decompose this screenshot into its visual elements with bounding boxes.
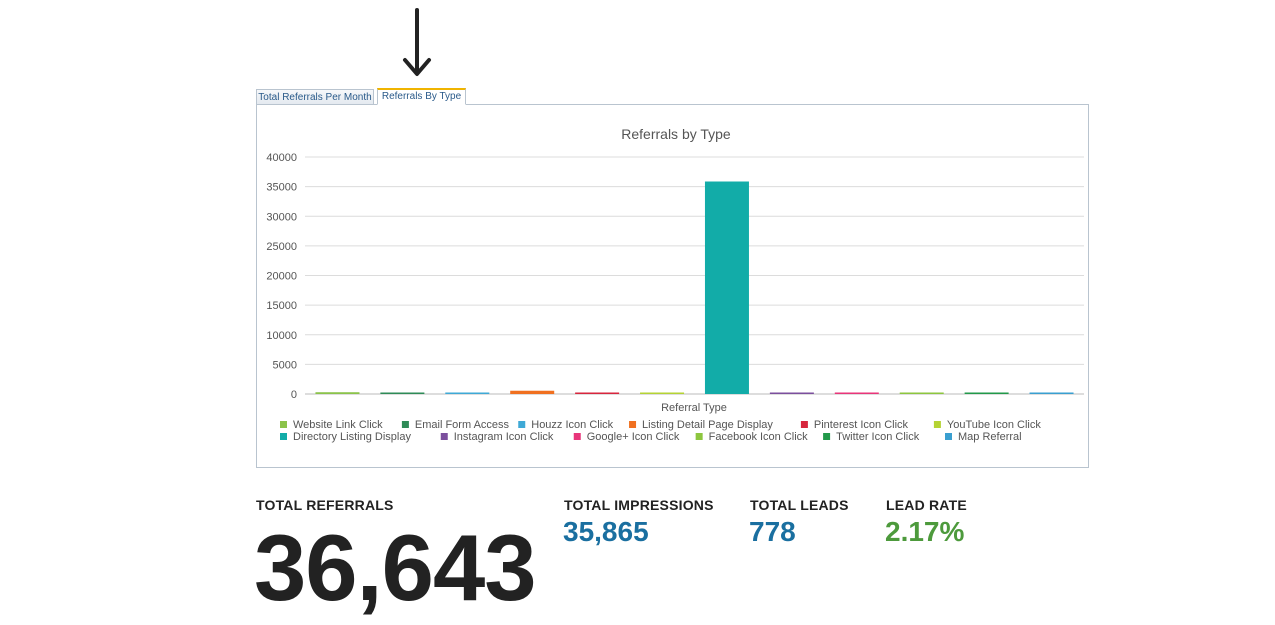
legend-label: Facebook Icon Click bbox=[709, 431, 809, 443]
lead-rate-value: 2.17% bbox=[885, 516, 965, 547]
y-tick-label: 30000 bbox=[266, 211, 297, 223]
total-leads-label: TOTAL LEADS bbox=[750, 497, 849, 513]
legend-swatch bbox=[518, 421, 526, 428]
bar bbox=[315, 392, 360, 394]
chart-panel: Referrals by Type 0 5000 10000 15000 20000 250… bbox=[256, 104, 1089, 468]
total-referrals-value: 36,643 bbox=[254, 515, 537, 620]
bar bbox=[704, 181, 749, 394]
bar bbox=[510, 390, 555, 394]
bar bbox=[380, 392, 425, 394]
y-tick-label: 35000 bbox=[266, 182, 297, 194]
bar bbox=[899, 392, 944, 394]
legend-label: Email Form Access bbox=[415, 419, 510, 431]
bar bbox=[964, 392, 1009, 394]
legend-label: Map Referral bbox=[958, 431, 1022, 443]
legend-label: Website Link Click bbox=[293, 419, 383, 431]
y-tick-label: 5000 bbox=[273, 359, 297, 371]
bar bbox=[445, 392, 490, 394]
total-leads-value: 778 bbox=[749, 516, 796, 547]
legend-swatch bbox=[823, 433, 831, 440]
y-tick-label: 20000 bbox=[266, 271, 297, 283]
legend-label: Listing Detail Page Display bbox=[642, 419, 773, 431]
legend-label: Instagram Icon Click bbox=[454, 431, 554, 443]
bar bbox=[769, 392, 814, 394]
legend-swatch bbox=[933, 421, 941, 428]
legend-swatch bbox=[401, 421, 409, 428]
y-tick-label: 40000 bbox=[266, 152, 297, 164]
legend-swatch bbox=[573, 433, 581, 440]
legend-swatch bbox=[945, 433, 952, 440]
legend-swatch bbox=[280, 421, 287, 428]
legend-label: Google+ Icon Click bbox=[587, 431, 680, 443]
lead-rate-label: LEAD RATE bbox=[886, 497, 967, 513]
bar bbox=[640, 392, 685, 394]
x-axis-label: Referral Type bbox=[661, 402, 727, 414]
legend-swatch bbox=[695, 433, 703, 440]
referrals-by-type-chart: Referrals by Type 0 5000 10000 15000 20000 250… bbox=[266, 126, 1084, 443]
y-tick-label: 25000 bbox=[266, 241, 297, 253]
legend-label: YouTube Icon Click bbox=[947, 419, 1041, 431]
legend-swatch bbox=[629, 421, 637, 428]
down-arrow-icon bbox=[403, 8, 431, 76]
total-impressions-value: 35,865 bbox=[563, 516, 649, 547]
total-referrals-label: TOTAL REFERRALS bbox=[256, 497, 394, 513]
tab-total-referrals-per-month[interactable]: Total Referrals Per Month bbox=[256, 89, 374, 105]
legend-label: Houzz Icon Click bbox=[531, 419, 613, 431]
bar bbox=[1029, 392, 1074, 394]
legend-label: Pinterest Icon Click bbox=[814, 419, 909, 431]
chart-title: Referrals by Type bbox=[621, 126, 731, 142]
legend-swatch bbox=[280, 433, 287, 440]
total-impressions-label: TOTAL IMPRESSIONS bbox=[564, 497, 714, 513]
tab-referrals-by-type[interactable]: Referrals By Type bbox=[377, 88, 466, 105]
bar bbox=[834, 392, 879, 394]
y-tick-label: 15000 bbox=[266, 300, 297, 312]
legend-swatch bbox=[800, 421, 808, 428]
legend-swatch bbox=[440, 433, 448, 440]
y-tick-label: 0 bbox=[291, 389, 297, 401]
legend-label: Directory Listing Display bbox=[293, 431, 411, 443]
legend-label: Twitter Icon Click bbox=[836, 431, 920, 443]
y-tick-label: 10000 bbox=[266, 330, 297, 342]
bar bbox=[575, 392, 620, 394]
